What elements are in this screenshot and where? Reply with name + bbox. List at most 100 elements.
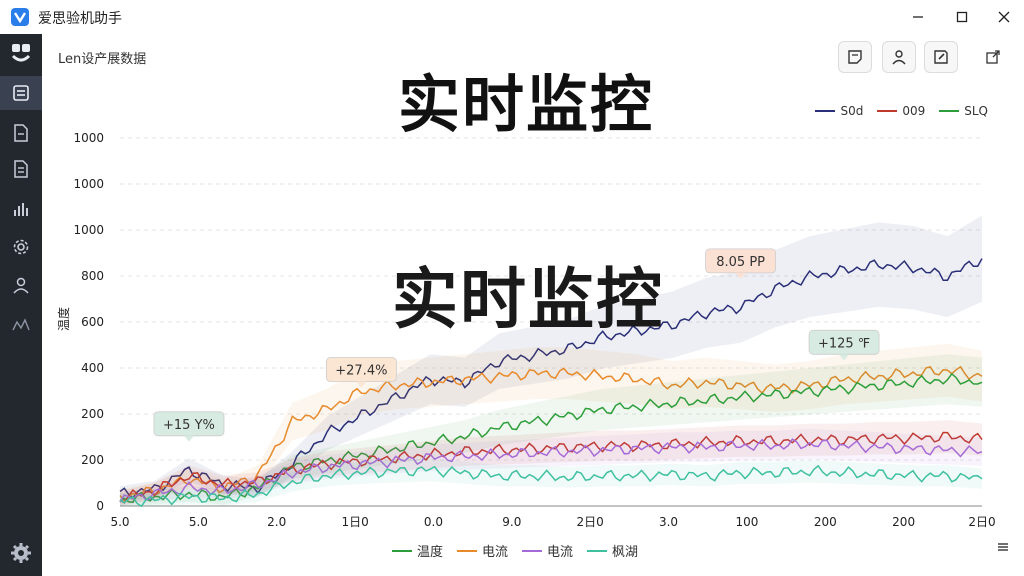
note-button[interactable] [838, 41, 872, 73]
dashboard-icon [13, 85, 29, 101]
sidebar-item-document[interactable] [0, 152, 42, 186]
legend-item[interactable]: 009 [877, 104, 925, 118]
x-tick-label: 200 [814, 515, 837, 529]
export-button[interactable] [976, 41, 1010, 73]
legend-label: 温度 [417, 545, 444, 560]
y-tick-label: 200 [81, 453, 104, 467]
legend-label: 009 [902, 104, 926, 118]
user-icon [13, 277, 29, 294]
annotation-label: 8.05 PP [716, 255, 765, 270]
chart-legend-bottom: 温度 电流 电流 枫湖 [392, 541, 638, 560]
bar-chart-icon [14, 203, 28, 216]
x-tick-label: 5.0 [110, 515, 129, 529]
x-tick-label: 200 [892, 515, 915, 529]
user-button[interactable] [882, 41, 916, 73]
legend-swatch [587, 549, 608, 552]
series-band [120, 343, 982, 505]
minimize-icon [913, 16, 923, 18]
annotation-label: +15 Y% [163, 418, 215, 433]
legend-label: 电流 [547, 545, 574, 560]
sidebar-item-settings[interactable] [0, 230, 42, 264]
y-tick-label: 800 [81, 269, 104, 283]
chart-legend-top: S0d 009 SLQ [815, 104, 988, 118]
overlay-title-middle: 实时监控 [392, 260, 664, 338]
y-tick-label: 600 [81, 315, 104, 329]
gear-icon [13, 239, 29, 255]
series-line [119, 438, 983, 503]
sidebar-item-bar-chart[interactable] [0, 192, 42, 226]
legend-item[interactable]: SLQ [939, 104, 988, 118]
legend-swatch [392, 549, 412, 552]
edit-button[interactable] [924, 41, 958, 73]
sidebar-item-dashboard[interactable] [0, 76, 42, 110]
legend-swatch [877, 110, 898, 112]
series-band [120, 420, 982, 506]
y-tick-label: 1000 [73, 177, 104, 191]
sidebar-item-file[interactable] [0, 116, 42, 150]
legend-item[interactable]: 电流 [457, 541, 508, 560]
annotation-pointer [356, 381, 367, 388]
legend-item[interactable]: 温度 [392, 541, 443, 560]
legend-swatch [939, 110, 960, 112]
series-band [120, 428, 982, 506]
minimize-button[interactable] [896, 0, 940, 34]
annotation-pointer [735, 272, 746, 279]
annotation-label: +27.4% [335, 363, 387, 378]
document-icon [14, 160, 28, 178]
y-tick-label: 1000 [73, 223, 104, 237]
sidebar-item-user[interactable] [0, 268, 42, 302]
export-icon [986, 50, 1000, 64]
main-panel: Len设产展数据 实时监控 S0d 009 SLQ 0 200 200 400 600 8… [42, 34, 1024, 576]
x-tick-label: 5.0 [189, 515, 208, 529]
x-tick-label: 3.0 [659, 515, 678, 529]
x-tick-label: 2日0 [577, 515, 604, 529]
series-line [119, 464, 983, 508]
overlay-title-top: 实时监控 [398, 68, 655, 141]
sidebar-item-signal[interactable] [0, 308, 42, 342]
series-band [120, 215, 982, 502]
x-tick-label: 9.0 [502, 515, 521, 529]
legend-item[interactable]: S0d [815, 104, 863, 118]
sidebar-item-app[interactable] [0, 36, 42, 70]
window-title: 爱思验机助手 [38, 11, 122, 27]
panel-header-label: Len设产展数据 [58, 52, 147, 67]
legend-label: S0d [840, 104, 864, 118]
annotation-pointer [839, 354, 850, 361]
sidebar-settings-button[interactable] [0, 536, 42, 570]
legend-swatch [815, 110, 836, 112]
annotation-label: +125 ℉ [818, 336, 870, 351]
title-bar: 爱思验机助手 [0, 0, 1024, 34]
app-icon [11, 44, 31, 62]
annotation-box [705, 248, 777, 274]
settings-icon [11, 543, 31, 563]
annotation-pointer [183, 435, 194, 442]
x-tick-label: 2.0 [267, 515, 286, 529]
close-icon [998, 11, 1010, 23]
legend-item[interactable]: 枫湖 [587, 541, 638, 560]
legend-label: 枫湖 [612, 545, 639, 560]
x-tick-label: 1日0 [341, 515, 368, 529]
line-chart: 0 200 200 400 600 800 1000 1000 1000 温度 5.0 5.0 2.0 1… [56, 131, 996, 529]
note-icon [848, 50, 862, 64]
menu-icon[interactable] [996, 540, 1010, 554]
legend-item[interactable]: 电流 [522, 541, 573, 560]
file-icon [14, 124, 28, 142]
series-line [119, 372, 983, 504]
x-tick-label: 0.0 [424, 515, 443, 529]
user-icon [892, 50, 906, 65]
y-tick-label: 0 [96, 499, 104, 513]
y-tick-label: 200 [81, 407, 104, 421]
maximize-button[interactable] [940, 0, 984, 34]
x-tick-label: 100 [735, 515, 758, 529]
edit-icon [934, 50, 948, 64]
close-button[interactable] [982, 0, 1024, 34]
series-line [119, 431, 983, 504]
y-tick-label: 1000 [73, 131, 104, 145]
y-tick-label: 400 [81, 361, 104, 375]
app-logo-icon [11, 8, 29, 26]
legend-swatch [457, 549, 478, 552]
sidebar [0, 34, 42, 576]
series-band [120, 354, 982, 506]
series-line [119, 365, 983, 502]
legend-label: 电流 [482, 545, 509, 560]
